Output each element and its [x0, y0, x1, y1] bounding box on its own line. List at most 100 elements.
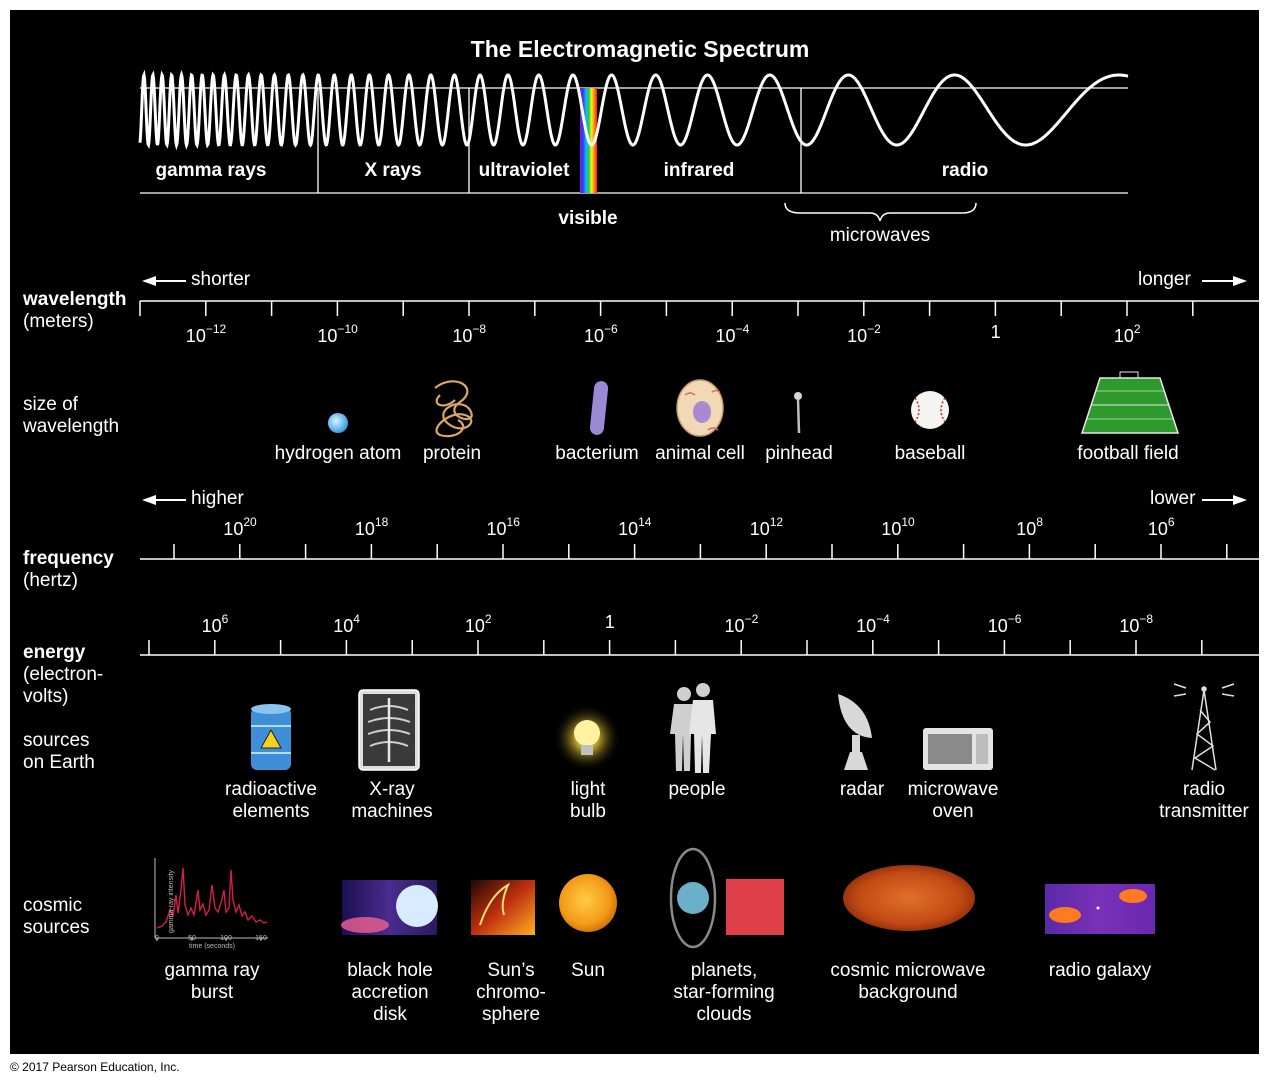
cosmic-label-gamma-ray-burst: gamma ray burst [164, 960, 260, 1003]
microwaves-brace [784, 202, 977, 222]
cosmic-label-cmb: cosmic microwave background [830, 960, 986, 1003]
spectrum-graphics [138, 69, 1259, 949]
copyright-notice: © 2017 Pearson Education, Inc. [10, 1060, 180, 1074]
frequency-header: frequency [23, 548, 114, 569]
earth-label-radar: radar [839, 779, 885, 800]
microwaves-label: microwaves [829, 225, 931, 246]
sun-chromosphere-icon [471, 880, 535, 935]
wavelength-tick-label: 1 [990, 322, 1001, 342]
wavelength-axis [139, 300, 1259, 316]
energy-tick-label: 104 [333, 612, 360, 636]
sun-icon [559, 874, 617, 932]
wavelength-tick-label: 10−6 [583, 322, 618, 346]
size-label-hydrogen-atom: hydrogen atom [274, 443, 402, 464]
cosmic-label-planets-clouds: planets, star-forming clouds [673, 960, 775, 1025]
energy-tick-label: 102 [464, 612, 492, 636]
cosmic-microwave-background-icon [843, 865, 975, 931]
arrow-longer [1202, 276, 1247, 286]
grb-x-tick: 100 [220, 935, 232, 942]
frequency-axis [140, 544, 1259, 560]
radar-dish-icon [838, 694, 872, 770]
radio-transmitter-icon [1173, 683, 1235, 771]
arrow-lower [1202, 495, 1247, 505]
wavelength-header: wavelength [23, 289, 127, 310]
earth-label-xray-machines: X-ray machines [351, 779, 433, 822]
cosmic-label-radio-galaxy: radio galaxy [1048, 960, 1152, 981]
frequency-tick-label: 1014 [618, 515, 652, 539]
wavelength-tick-label: 102 [1113, 322, 1141, 346]
frequency-unit: (hertz) [23, 570, 78, 591]
black-hole-disk-icon [341, 880, 438, 935]
chart-title: The Electromagnetic Spectrum [470, 36, 810, 62]
wavelength-tick-label: 10−10 [317, 322, 358, 346]
frequency-tick-label: 106 [1147, 515, 1175, 539]
energy-tick-label: 10−4 [856, 612, 890, 636]
grb-x-tick: 150 [255, 935, 267, 942]
higher-label: higher [191, 488, 244, 509]
band-label-radio: radio [941, 160, 989, 181]
band-label-ultraviolet: ultraviolet [478, 160, 570, 181]
frequency-tick-label: 1020 [223, 515, 257, 539]
energy-tick-label: 10−8 [1119, 612, 1154, 636]
energy-unit: (electron- volts) [23, 664, 104, 707]
size-label-pinhead: pinhead [765, 443, 833, 464]
arrow-higher [142, 495, 186, 505]
earth-label-radioactive-elements: radioactive elements [225, 779, 317, 822]
protein-icon [434, 380, 473, 438]
hydrogen-atom-icon [328, 413, 348, 433]
earth-label-light-bulb: light bulb [570, 779, 606, 822]
earth-sources-header: sources on Earth [23, 730, 95, 773]
size-label-animal-cell: animal cell [655, 443, 745, 464]
earth-label-radio-transmitter: radio transmitter [1159, 779, 1249, 822]
lower-label: lower [1150, 488, 1196, 509]
light-bulb-icon [553, 704, 621, 772]
band-label-gamma-rays: gamma rays [155, 160, 267, 181]
band-label-x-rays: X rays [364, 160, 422, 181]
energy-tick-label: 106 [201, 612, 229, 636]
planet-uranus-icon [669, 847, 717, 949]
microwave-oven-icon [923, 728, 993, 770]
size-label-bacterium: bacterium [555, 443, 639, 464]
frequency-tick-label: 108 [1016, 515, 1043, 539]
size-label-football-field: football field [1077, 443, 1179, 464]
grb-x-axis-label: time (seconds) [189, 943, 235, 950]
spectrum-panel: The Electromagnetic Spectrum gamma rays … [10, 10, 1259, 1054]
cosmic-sources-header: cosmic sources [23, 895, 90, 938]
longer-label: longer [1138, 269, 1191, 290]
wavelength-tick-label: 10−8 [452, 322, 487, 346]
frequency-tick-label: 1016 [486, 515, 520, 539]
size-label-baseball: baseball [894, 443, 966, 464]
gamma-ray-burst-curve [156, 867, 268, 929]
grb-y-axis-label: gamma-ray intensity [168, 869, 176, 934]
radio-galaxy-icon [1045, 884, 1155, 934]
animal-cell-icon [676, 379, 724, 437]
wavelength-unit: (meters) [23, 311, 94, 332]
size-label-protein: protein [422, 443, 482, 464]
frequency-tick-label: 1012 [749, 515, 784, 539]
bacterium-icon [589, 381, 609, 435]
wavelength-tick-label: 10−4 [715, 322, 750, 346]
wavelength-tick-label: 10−12 [185, 322, 227, 346]
size-header: size of wavelength [23, 394, 120, 437]
grb-x-tick: 50 [188, 935, 196, 942]
frequency-tick-label: 1018 [354, 515, 389, 539]
baseball-icon [911, 391, 949, 429]
earth-label-people: people [668, 779, 726, 800]
wave-curve [138, 69, 1129, 151]
cosmic-label-sun-chromosphere: Sun’s chromo- sphere [476, 960, 546, 1025]
energy-axis [140, 640, 1259, 656]
people-icon [670, 683, 716, 773]
frequency-tick-label: 1010 [881, 515, 915, 539]
gamma-ray-burst-plot [154, 858, 268, 941]
shorter-label: shorter [191, 269, 251, 290]
radioactive-barrel-icon [251, 704, 291, 770]
football-field-icon [1080, 371, 1180, 434]
grb-x-tick: 0 [155, 935, 159, 942]
arrow-shorter [142, 276, 186, 286]
wavelength-tick-label: 10−2 [847, 322, 881, 346]
cosmic-label-sun: Sun [571, 960, 605, 981]
star-forming-cloud-icon [726, 879, 784, 935]
energy-header: energy [23, 642, 86, 663]
energy-tick-label: 10−6 [987, 612, 1022, 636]
cosmic-label-black-hole-accretion-disk: black hole accretion disk [347, 960, 433, 1025]
